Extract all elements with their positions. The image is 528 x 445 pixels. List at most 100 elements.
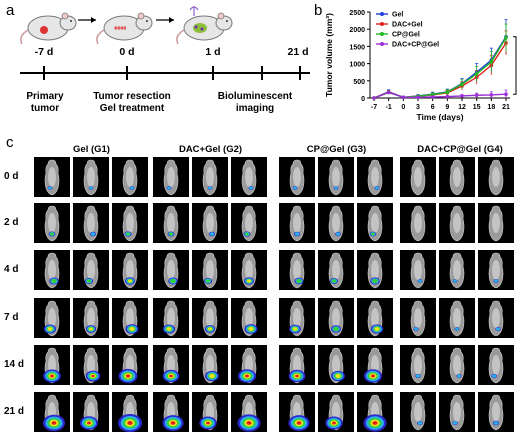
x-tick-label: 18 bbox=[487, 104, 495, 111]
group-title-g1: Gel (G1) bbox=[73, 144, 110, 155]
bioluminescence-image bbox=[112, 298, 148, 338]
mouse-illustration-1 bbox=[20, 12, 77, 45]
bioluminescence-image bbox=[192, 250, 228, 290]
row-label-day: 4 d bbox=[4, 264, 19, 275]
bioluminescence-image bbox=[153, 250, 189, 290]
bioluminescence-image bbox=[357, 392, 393, 432]
data-point-4 bbox=[430, 95, 435, 99]
x-tick-label: 3 bbox=[416, 104, 420, 111]
bioluminescence-image bbox=[192, 298, 228, 338]
data-point-4 bbox=[372, 96, 376, 100]
y-tick-label: 2500 bbox=[349, 10, 365, 17]
bioluminescence-image bbox=[231, 345, 267, 385]
timeline-point-4: 21 d bbox=[287, 46, 309, 58]
x-tick-label: 0 bbox=[401, 104, 405, 111]
x-tick-label: -7 bbox=[371, 104, 377, 111]
bioluminescence-image bbox=[357, 157, 393, 197]
data-point-4 bbox=[401, 95, 406, 100]
data-point-4 bbox=[474, 93, 479, 98]
bioluminescence-image bbox=[231, 392, 267, 432]
data-point-3 bbox=[445, 90, 450, 94]
bioluminescence-image bbox=[192, 203, 228, 243]
bioluminescence-image bbox=[153, 345, 189, 385]
bioluminescence-image bbox=[439, 157, 475, 197]
bioluminescence-image bbox=[400, 157, 436, 197]
bioluminescence-image bbox=[153, 203, 189, 243]
bioluminescence-image bbox=[318, 392, 354, 432]
data-point-4 bbox=[416, 95, 420, 100]
bioluminescence-image bbox=[279, 203, 315, 243]
timeline-point-1: -7 d bbox=[34, 46, 54, 58]
bioluminescence-image bbox=[192, 392, 228, 432]
bioluminescence-image bbox=[112, 345, 148, 385]
timeline-event-primary-tumor: Primary tumor bbox=[26, 91, 64, 114]
panel-letter-c: c bbox=[6, 134, 14, 151]
bioluminescence-image bbox=[478, 298, 514, 338]
row-label-day: 7 d bbox=[4, 312, 19, 323]
bioluminescence-image bbox=[231, 250, 267, 290]
legend-label-4: DAC+CP@Gel bbox=[392, 42, 439, 49]
bioluminescence-image bbox=[439, 203, 475, 243]
mouse-illustration-2 bbox=[96, 12, 153, 45]
bioluminescence-image bbox=[153, 392, 189, 432]
bioluminescence-image bbox=[357, 345, 393, 385]
timeline-point-3: 1 d bbox=[205, 46, 221, 58]
bioluminescence-image bbox=[34, 392, 70, 432]
y-tick-label: 1000 bbox=[349, 62, 365, 69]
bioluminescence-image bbox=[153, 157, 189, 197]
bioluminescence-image bbox=[400, 203, 436, 243]
bioluminescence-image bbox=[231, 157, 267, 197]
bioluminescence-image bbox=[357, 250, 393, 290]
timeline-event-resection: Tumor resection Gel treatment bbox=[93, 91, 171, 114]
group-title-g2: DAC+Gel (G2) bbox=[178, 144, 243, 155]
bioluminescence-image bbox=[279, 250, 315, 290]
bioluminescence-image bbox=[400, 250, 436, 290]
bioluminescence-image bbox=[73, 392, 109, 432]
panel-letter-a: a bbox=[6, 2, 15, 19]
row-label-day: 21 d bbox=[4, 406, 25, 417]
bioluminescence-image bbox=[439, 345, 475, 385]
mouse-illustration-3 bbox=[176, 6, 233, 45]
bioluminescence-image bbox=[73, 157, 109, 197]
row-label-day: 2 d bbox=[4, 217, 19, 228]
bioluminescence-image bbox=[439, 298, 475, 338]
significance-bracket bbox=[513, 36, 517, 95]
panel-a-timeline bbox=[20, 6, 310, 80]
bioluminescence-image bbox=[478, 157, 514, 197]
bioluminescence-image bbox=[112, 157, 148, 197]
bioluminescence-image bbox=[478, 203, 514, 243]
bioluminescence-image bbox=[192, 345, 228, 385]
significance-label: *** bbox=[521, 60, 526, 71]
legend-label-2: DAC+Gel bbox=[392, 22, 423, 29]
bioluminescence-image bbox=[400, 298, 436, 338]
series-line-4 bbox=[373, 91, 507, 99]
panel-letter-b: b bbox=[314, 2, 323, 19]
group-title-g4: DAC+CP@Gel (G4) bbox=[417, 144, 503, 155]
data-point-4 bbox=[386, 90, 391, 95]
row-label-day: 14 d bbox=[4, 359, 25, 370]
y-axis-label: Tumor volume (mm³) bbox=[324, 13, 334, 97]
x-tick-label: 21 bbox=[502, 104, 510, 111]
bioluminescence-image bbox=[318, 298, 354, 338]
bioluminescence-image bbox=[318, 157, 354, 197]
bioluminescence-image bbox=[357, 298, 393, 338]
group-title-g3: CP@Gel (G3) bbox=[306, 144, 367, 155]
x-tick-label: 6 bbox=[431, 104, 435, 111]
y-tick-label: 1500 bbox=[349, 44, 365, 51]
data-point-3 bbox=[489, 60, 494, 64]
bioluminescence-image bbox=[279, 392, 315, 432]
bioluminescence-image bbox=[112, 203, 148, 243]
x-tick-label: 12 bbox=[458, 104, 466, 111]
bioluminescence-image bbox=[34, 298, 70, 338]
bioluminescence-image bbox=[112, 250, 148, 290]
bioluminescence-image bbox=[73, 203, 109, 243]
y-tick-label: 2000 bbox=[349, 27, 365, 34]
y-tick-label: 0 bbox=[361, 96, 365, 103]
legend-marker-2 bbox=[380, 22, 384, 26]
bioluminescence-image bbox=[279, 157, 315, 197]
tumor-volume-chart: 0 500 1000 1500 2000 2500 -7 -1 0 3 6 9 12 15 18 21 Time… bbox=[324, 10, 526, 122]
bioluminescence-image bbox=[279, 298, 315, 338]
data-point-3 bbox=[504, 36, 508, 40]
data-point-3 bbox=[474, 72, 479, 76]
bioluminescence-image bbox=[192, 157, 228, 197]
